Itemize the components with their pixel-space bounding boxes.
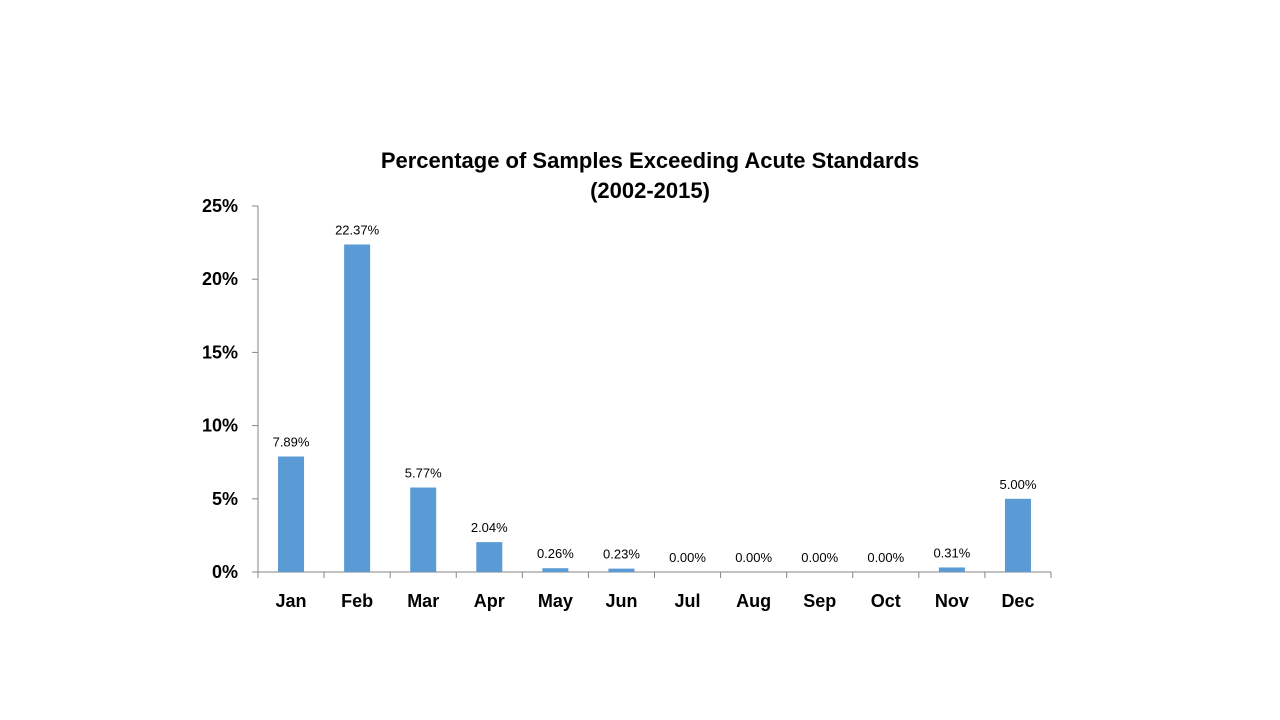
- y-tick-label: 0%: [212, 562, 238, 582]
- data-label: 0.00%: [669, 550, 706, 565]
- x-tick-label: Nov: [935, 591, 969, 611]
- bar: [344, 244, 371, 572]
- y-tick-label: 5%: [212, 489, 238, 509]
- data-label: 2.04%: [471, 520, 508, 535]
- y-tick-label: 20%: [202, 269, 238, 289]
- x-tick-label: Oct: [871, 591, 901, 611]
- x-tick-label: May: [538, 591, 573, 611]
- x-tick-label: Jul: [675, 591, 701, 611]
- chart-bars: [278, 244, 1031, 572]
- data-label: 0.00%: [867, 550, 904, 565]
- x-tick-label: Jan: [276, 591, 307, 611]
- chart-title-block: Percentage of Samples Exceeding Acute St…: [260, 146, 1040, 206]
- bar: [608, 568, 635, 572]
- x-tick-label: Dec: [1001, 591, 1034, 611]
- chart-axes: [252, 205, 1052, 578]
- x-tick-label: Feb: [341, 591, 373, 611]
- bar: [278, 456, 305, 572]
- data-label: 22.37%: [335, 223, 380, 238]
- bar: [410, 487, 437, 572]
- x-tick-label: Sep: [803, 591, 836, 611]
- bar: [476, 542, 503, 572]
- chart-title: Percentage of Samples Exceeding Acute St…: [380, 148, 920, 173]
- data-label: 0.00%: [801, 550, 838, 565]
- y-tick-label: 25%: [202, 196, 238, 216]
- data-label: 0.23%: [603, 547, 640, 562]
- data-label: 5.00%: [1000, 477, 1037, 492]
- x-tick-label: Jun: [605, 591, 637, 611]
- y-tick-label: 10%: [202, 416, 238, 436]
- x-tick-label: Aug: [736, 591, 771, 611]
- data-label: 0.26%: [537, 546, 574, 561]
- data-label: 5.77%: [405, 466, 442, 481]
- bar: [1004, 498, 1031, 572]
- y-tick-label: 15%: [202, 342, 238, 362]
- chart-subtitle: (2002-2015): [590, 178, 710, 203]
- data-label: 7.89%: [273, 434, 310, 449]
- bar: [542, 568, 569, 572]
- chart-labels: 0% 5% 10% 15% 20% 25% 7.89% Jan 22.37% Feb 5.77% Ma…: [202, 196, 1037, 611]
- x-tick-label: Apr: [474, 591, 505, 611]
- data-label: 0.31%: [933, 545, 970, 560]
- bar: [938, 567, 965, 572]
- x-tick-label: Mar: [407, 591, 439, 611]
- data-label: 0.00%: [735, 550, 772, 565]
